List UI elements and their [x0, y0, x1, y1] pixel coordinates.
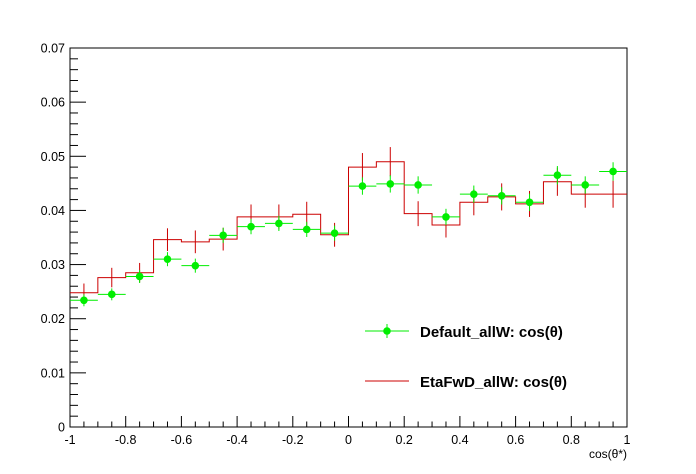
x-tick-label: 0.2: [396, 433, 413, 447]
data-point: [376, 175, 405, 193]
point-marker: [442, 213, 450, 221]
point-marker: [470, 190, 478, 198]
data-point: [209, 227, 238, 243]
point-marker: [553, 171, 562, 180]
legend-label-etafwd: EtaFwD_allW: cos(θ): [420, 374, 567, 391]
data-point: [181, 258, 210, 273]
point-marker: [609, 167, 617, 176]
data-point: [348, 177, 377, 195]
y-tick-label: 0: [58, 421, 65, 435]
y-tick-label: 0.03: [41, 258, 65, 272]
x-tick-label: -0.8: [115, 433, 137, 447]
data-point: [459, 185, 488, 203]
x-tick-label: 0: [345, 433, 352, 447]
data-point: [543, 166, 572, 185]
point-marker: [80, 296, 88, 305]
point-marker: [302, 225, 311, 234]
data-point: [70, 294, 98, 307]
data-point: [432, 208, 460, 226]
point-marker: [497, 192, 506, 200]
x-tick-label: -1: [64, 433, 75, 447]
point-marker: [247, 222, 255, 231]
point-marker: [107, 290, 116, 299]
point-marker: [219, 231, 227, 240]
y-tick-label: 0.01: [41, 366, 65, 380]
data-point: [320, 225, 349, 241]
point-marker: [135, 272, 144, 281]
x-tick-label: -0.2: [282, 433, 304, 447]
data-point: [515, 193, 544, 211]
y-tick-label: 0.05: [41, 150, 65, 164]
data-point: [599, 162, 627, 181]
x-axis: -1 -0.8 -0.6 -0.4 -0.2 0 0.2 0.4 0.6 0.8 1: [64, 416, 631, 447]
data-point: [237, 219, 265, 235]
data-point: [97, 288, 126, 301]
x-axis-title: cos(θ*): [589, 447, 627, 461]
legend: Default_allW: cos(θ) EtaFwD_allW: cos(θ): [365, 324, 567, 391]
data-point: [264, 215, 293, 232]
point-marker: [275, 219, 283, 228]
marker-series-layer: [70, 162, 627, 307]
y-axis: 0 0.01 0.02 0.03 0.04 0.05 0.06 0.07: [41, 42, 86, 435]
x-tick-label: 0.6: [507, 433, 524, 447]
point-marker: [330, 229, 339, 237]
y-tick-label: 0.07: [41, 42, 65, 56]
point-marker: [581, 181, 590, 189]
data-point: [487, 187, 516, 205]
x-tick-label: 0.8: [563, 433, 580, 447]
y-tick-label: 0.02: [41, 312, 65, 326]
x-tick-label: -0.6: [171, 433, 193, 447]
x-tick-label: -0.4: [226, 433, 248, 447]
x-tick-label: 1: [624, 433, 631, 447]
point-marker: [163, 255, 172, 263]
legend-label-default: Default_allW: cos(θ): [420, 324, 563, 341]
y-tick-label: 0.06: [41, 96, 65, 110]
legend-swatch-default-marker: [383, 327, 391, 335]
y-tick-label: 0.04: [41, 204, 65, 218]
x-tick-label: 0.4: [451, 433, 468, 447]
data-point: [125, 269, 154, 283]
point-marker: [386, 180, 395, 188]
data-point: [571, 176, 600, 194]
point-marker: [414, 181, 422, 189]
data-point: [404, 176, 433, 194]
point-marker: [358, 182, 367, 190]
point-marker: [191, 261, 200, 270]
data-point: [153, 252, 182, 267]
point-marker: [525, 198, 534, 207]
data-point: [292, 221, 321, 237]
